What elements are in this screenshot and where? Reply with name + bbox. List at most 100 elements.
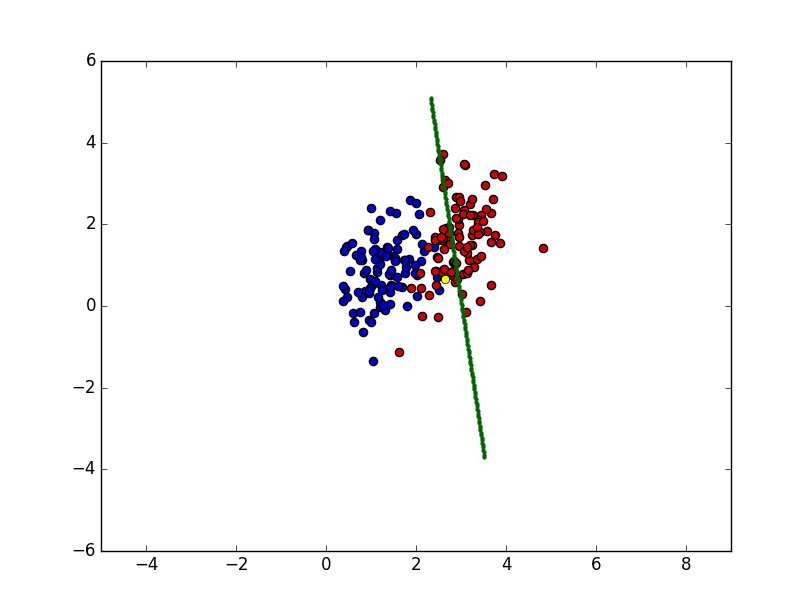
Point xyxy=(349,250,362,260)
Point xyxy=(444,239,457,248)
Point xyxy=(448,214,461,223)
Point xyxy=(452,220,465,230)
Point xyxy=(384,299,397,308)
Point xyxy=(438,267,451,277)
Point xyxy=(478,181,491,190)
Point xyxy=(456,209,469,219)
Point xyxy=(429,280,442,289)
Point xyxy=(384,265,397,275)
Point xyxy=(343,266,356,275)
Point xyxy=(448,256,461,266)
Point xyxy=(466,210,479,220)
Point xyxy=(366,246,379,256)
Point xyxy=(398,269,411,278)
Point xyxy=(366,356,379,366)
Point xyxy=(476,215,489,225)
Point xyxy=(453,196,466,206)
Point xyxy=(353,307,366,317)
Point xyxy=(367,308,380,318)
Point xyxy=(484,280,497,290)
Point xyxy=(388,253,401,263)
Point xyxy=(363,283,376,293)
Point xyxy=(436,234,449,244)
Point xyxy=(428,266,441,275)
Point xyxy=(375,300,388,310)
Point xyxy=(423,290,436,300)
Point xyxy=(373,247,386,256)
Point xyxy=(438,175,451,185)
Point xyxy=(384,280,397,289)
Point xyxy=(367,234,380,244)
Point xyxy=(361,225,374,235)
Point xyxy=(456,269,469,278)
Point xyxy=(409,230,422,239)
Point xyxy=(372,256,385,266)
Point xyxy=(427,232,440,242)
Point xyxy=(437,244,450,254)
Point xyxy=(395,282,408,292)
Point xyxy=(337,282,350,291)
Point xyxy=(341,241,354,251)
Point xyxy=(408,268,421,278)
Point xyxy=(413,268,426,278)
Point xyxy=(395,230,408,240)
Point xyxy=(463,240,476,250)
Point xyxy=(389,208,402,218)
Point xyxy=(484,208,497,218)
Point xyxy=(453,232,466,242)
Point xyxy=(362,315,375,324)
Point xyxy=(368,244,381,254)
Point xyxy=(462,255,475,265)
Point xyxy=(379,251,392,261)
Point xyxy=(397,256,410,266)
Point xyxy=(354,246,367,256)
Point xyxy=(484,237,497,247)
Point xyxy=(374,215,387,225)
Point xyxy=(463,200,476,209)
Point xyxy=(465,240,478,250)
Point xyxy=(457,160,470,170)
Point xyxy=(402,195,415,205)
Point xyxy=(358,286,371,296)
Point xyxy=(452,192,465,202)
Point xyxy=(461,265,474,275)
Point xyxy=(390,272,403,282)
Point xyxy=(470,217,483,227)
Point xyxy=(446,267,459,277)
Point xyxy=(467,263,480,272)
Point xyxy=(346,308,359,318)
Point xyxy=(414,311,427,321)
Point xyxy=(383,270,396,280)
Point xyxy=(421,242,434,252)
Point xyxy=(461,242,474,252)
Point xyxy=(370,267,383,277)
Point xyxy=(362,288,375,297)
Point xyxy=(492,239,505,248)
Point xyxy=(466,225,479,234)
Point xyxy=(355,255,368,264)
Point xyxy=(440,226,453,236)
Point xyxy=(450,228,463,237)
Point xyxy=(373,297,386,307)
Point xyxy=(373,259,386,269)
Point xyxy=(362,225,375,234)
Point xyxy=(415,239,428,249)
Point xyxy=(457,159,470,169)
Point xyxy=(365,280,378,289)
Point xyxy=(357,268,370,278)
Point xyxy=(353,255,366,265)
Point xyxy=(460,267,473,277)
Point xyxy=(473,296,486,306)
Point xyxy=(375,300,388,310)
Point xyxy=(444,267,457,277)
Point xyxy=(410,271,423,280)
Point xyxy=(480,226,493,236)
Point xyxy=(442,222,455,232)
Point xyxy=(436,182,448,192)
Point xyxy=(486,195,499,204)
Point xyxy=(363,318,376,327)
Point xyxy=(457,246,470,256)
Point xyxy=(389,236,402,245)
Point xyxy=(431,236,444,245)
Point xyxy=(368,254,381,264)
